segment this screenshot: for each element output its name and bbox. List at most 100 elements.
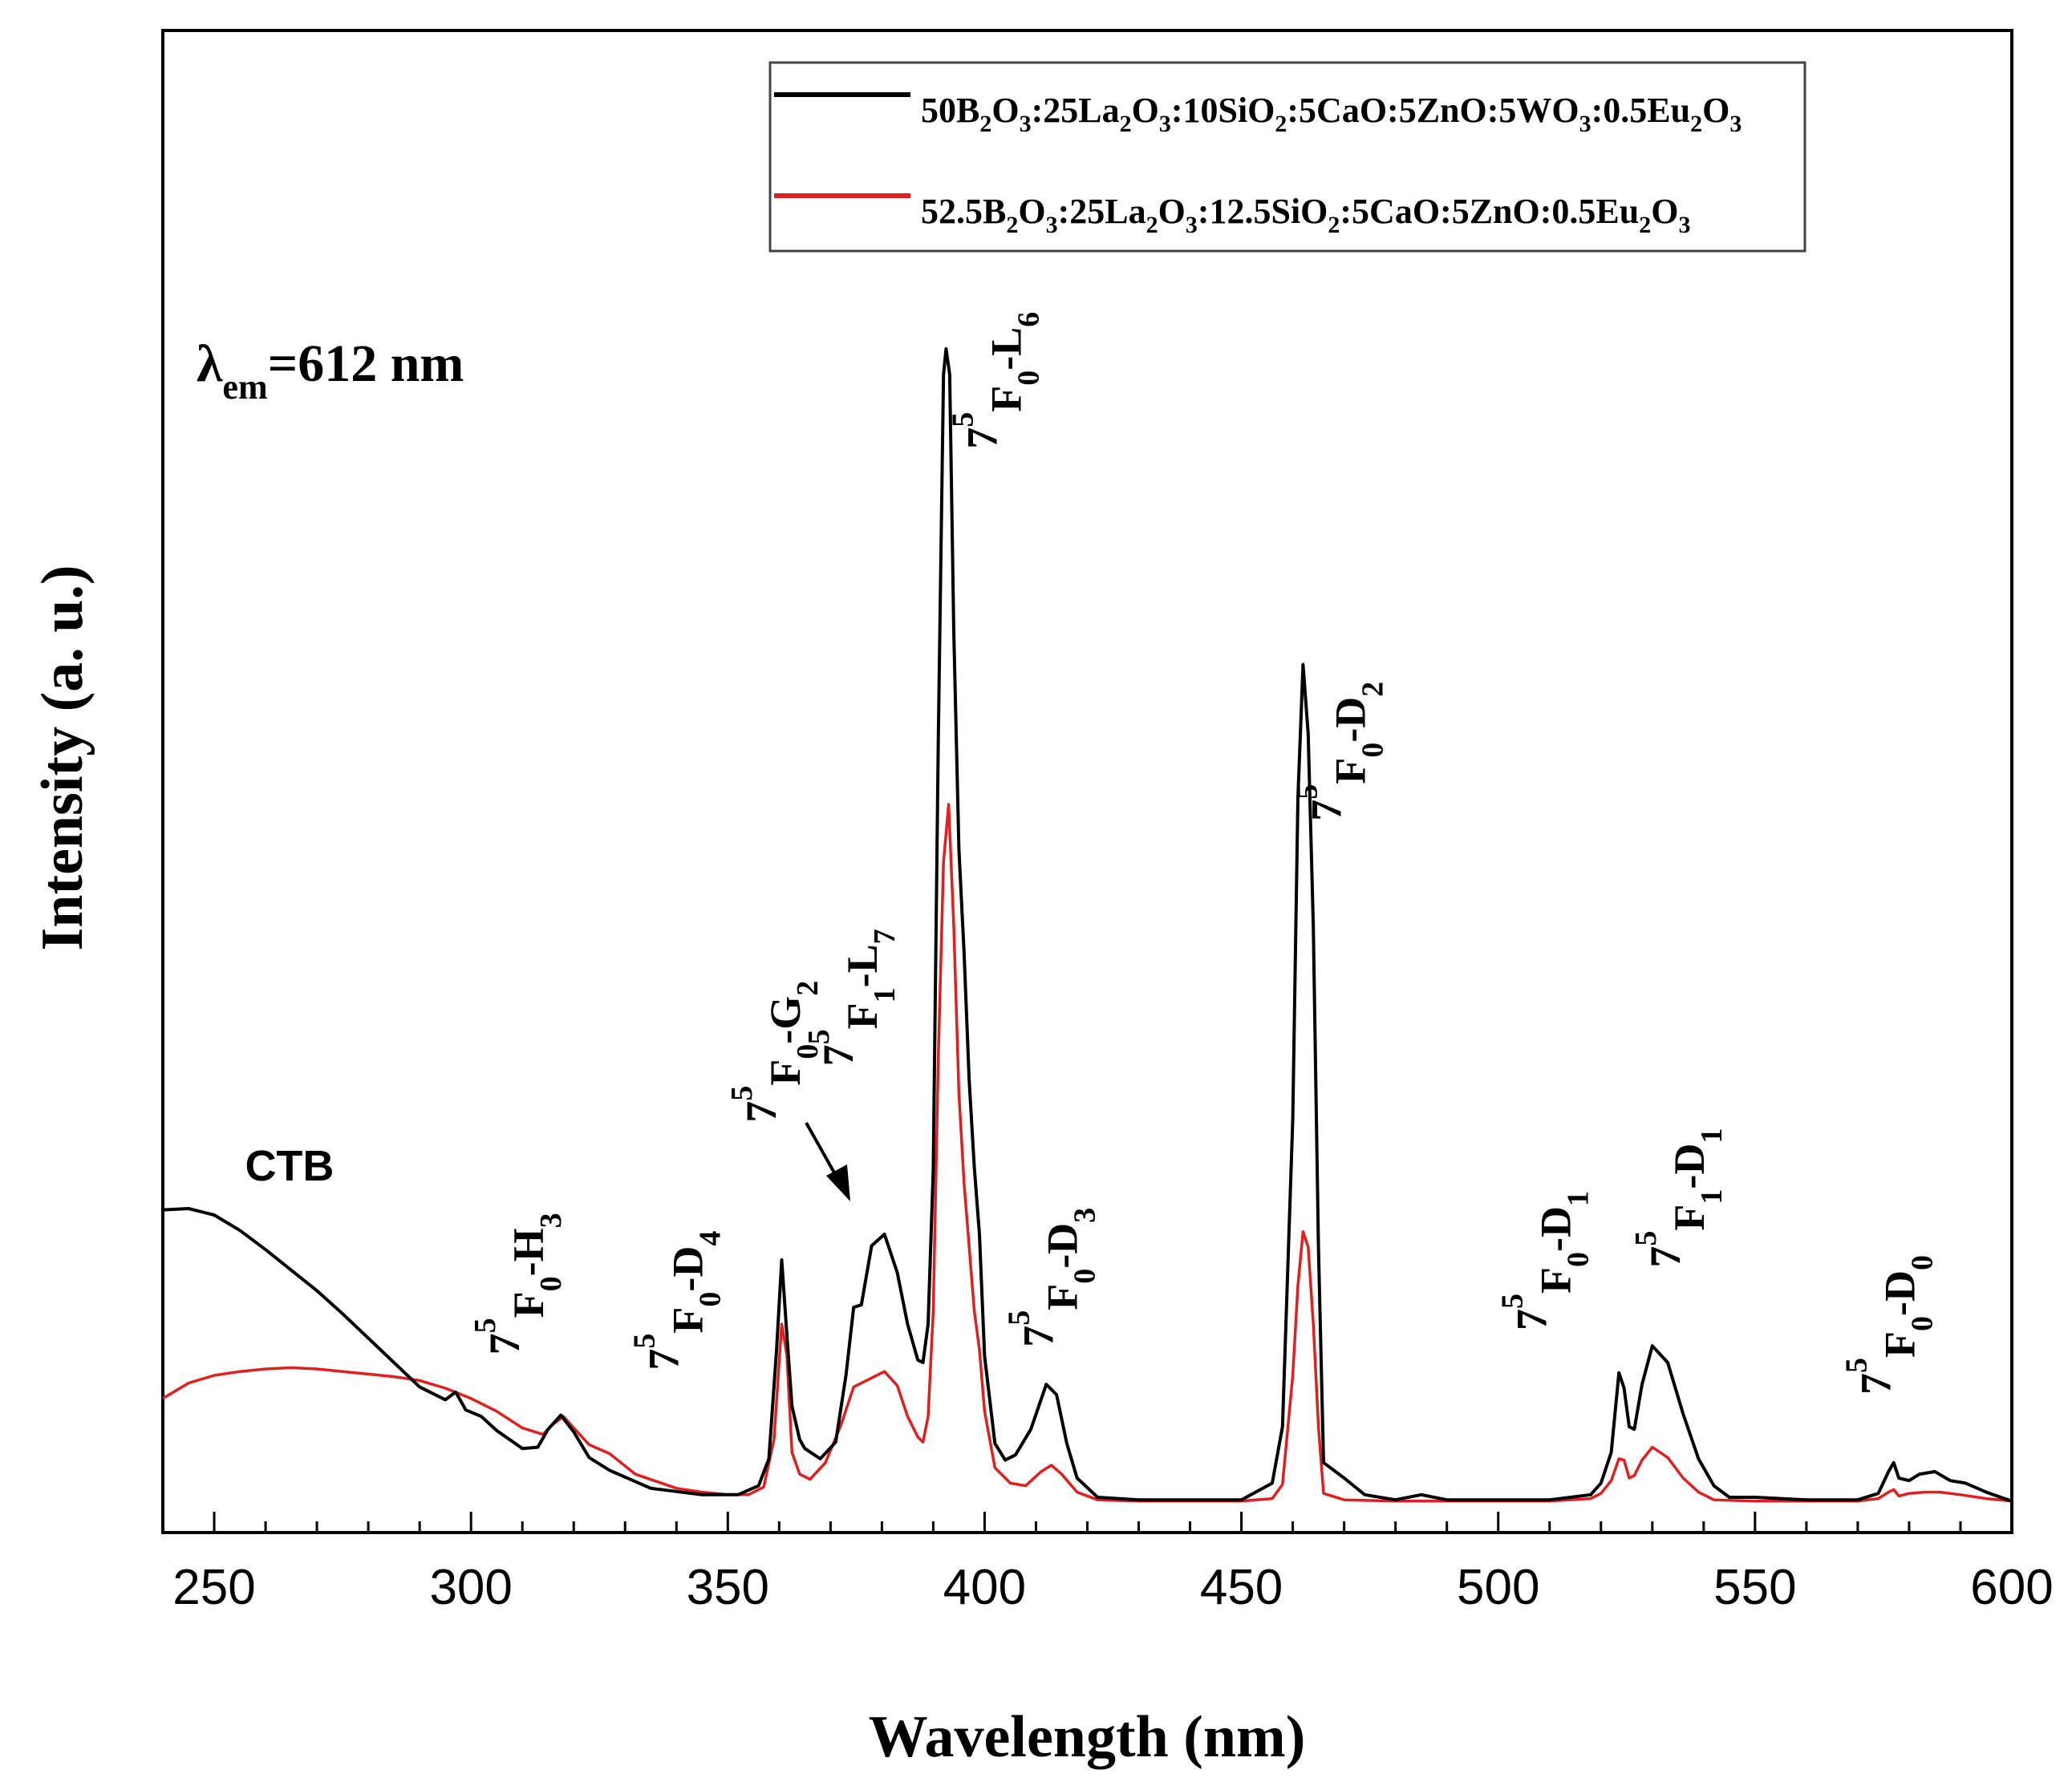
annotation-text-part: 7 <box>814 1044 862 1066</box>
legend-text-part: 50B <box>921 91 979 130</box>
annotation-text-part: 4 <box>693 1231 727 1246</box>
annotation-g2: 75F0-G2 <box>725 981 825 1123</box>
annotation-text-part: 7 <box>639 1349 687 1371</box>
legend: 50B2O3:25La2O3:10SiO2:5CaO:5ZnO:5WO3:0.5… <box>768 61 1806 253</box>
legend-text-part: 3 <box>1729 111 1742 137</box>
legend-text-part: 3 <box>1159 111 1171 137</box>
legend-text-part: 3 <box>1046 212 1058 238</box>
annotation-text-part: 0 <box>1561 1252 1595 1267</box>
annotation-text-part: - <box>982 356 1030 371</box>
legend-text-part: 2 <box>1328 212 1340 238</box>
legend-text-part: O <box>991 91 1019 130</box>
legend-text-part: 2 <box>1006 212 1018 238</box>
annotation-text-part: 0 <box>1068 1269 1102 1284</box>
legend-text-part: O <box>1018 192 1045 231</box>
annotation-text-part: 5 <box>1003 1310 1036 1326</box>
annotation-text-part: 7 <box>958 427 1006 449</box>
annotation-text-part: 5 <box>468 1318 502 1333</box>
series-line-red <box>162 803 2013 1503</box>
legend-box <box>768 61 1806 253</box>
annotation-text-part: F <box>1875 1331 1924 1358</box>
annotation-text-part: 7 <box>1302 800 1350 821</box>
annotation-text-part: D <box>1531 1206 1579 1237</box>
annotation-text-part: L <box>982 327 1030 356</box>
annotation-text-part: 0 <box>1905 1316 1939 1331</box>
y-axis-label: Intensity (a. u.) <box>30 565 95 950</box>
annotation-text-part: F <box>1326 758 1374 784</box>
annotation-text-part: D <box>1665 1144 1713 1175</box>
legend-text-part: O <box>1132 91 1159 130</box>
annotation-text-part: 7 <box>480 1333 529 1355</box>
annotation-text-part: 0 <box>1012 371 1045 386</box>
legend-text-part: 2 <box>1120 111 1132 137</box>
annotation-text-part: L <box>838 944 886 973</box>
annotation-text-part: 2 <box>1356 682 1389 697</box>
annotation-d1b: 75F1-D1 <box>1629 1128 1729 1268</box>
annotation-text-part: - <box>505 1262 553 1276</box>
legend-text-part: 2 <box>1275 111 1287 137</box>
legend-text-part: O <box>1702 91 1729 130</box>
legend-text-part: :5CaO:5ZnO:0.5Eu <box>1340 192 1639 231</box>
legend-text-part: :12.5SiO <box>1198 192 1328 231</box>
annotation-text-part: - <box>838 973 886 987</box>
annotation-text-part: - <box>1665 1175 1713 1189</box>
legend-text-part: O <box>1158 192 1186 231</box>
annotation-text-part: F <box>663 1307 712 1334</box>
annotation-text-part: F <box>1531 1267 1579 1294</box>
annotation-text-part: 1 <box>1561 1191 1595 1206</box>
annotation-h3: 75F0-H3 <box>468 1213 568 1355</box>
annotation-text-part: 5 <box>946 412 979 427</box>
series-layer <box>162 347 2013 1503</box>
annotation-text-part: - <box>1875 1302 1924 1316</box>
annotation-text-part: D <box>1875 1270 1924 1302</box>
annotation-d4: 75F0-D4 <box>627 1231 727 1371</box>
annotation-text-part: G <box>761 996 809 1030</box>
annotation-l6: 75F0-L6 <box>946 312 1045 449</box>
annotation-text-part: 5 <box>1495 1294 1529 1309</box>
annotation-text-part: 1 <box>1695 1128 1729 1144</box>
annotation-text-part: 3 <box>534 1213 568 1228</box>
series-line-black <box>162 347 2013 1503</box>
annotation-d3: 75F0-D3 <box>1003 1208 1102 1347</box>
annotation-text-part: H <box>505 1228 553 1262</box>
annotation-d0: 75F0-D0 <box>1839 1255 1939 1395</box>
legend-text-part: 2 <box>1639 212 1651 238</box>
annotation-text-part: F <box>838 1002 886 1029</box>
x-axis-label: Wavelength (nm) <box>869 1704 1306 1770</box>
annotation-text-part: F <box>982 386 1030 412</box>
annotation-text-part: - <box>1326 728 1374 743</box>
x-tick-label: 250 <box>172 1560 255 1615</box>
annotation-d1a: 75F0-D1 <box>1495 1191 1595 1330</box>
x-tick-label: 450 <box>1200 1560 1283 1615</box>
legend-text-part: 3 <box>1678 212 1690 238</box>
annotation-text-part: F <box>1665 1205 1713 1231</box>
x-tick-label: 350 <box>687 1560 769 1615</box>
annotation-d2: 75F0-D2 <box>1290 682 1389 821</box>
annotation-text-part: F <box>1039 1284 1087 1310</box>
legend-text-part: :25La <box>1058 192 1146 231</box>
annotation-text-part: 5 <box>627 1334 661 1349</box>
annotation-text-part: 7 <box>1015 1326 1063 1347</box>
x-tick-label: 300 <box>429 1560 512 1615</box>
annotation-text-part: 5 <box>725 1086 759 1101</box>
annotation-text-part: - <box>663 1278 712 1292</box>
legend-text-part: 3 <box>1186 212 1198 238</box>
x-tick-label: 400 <box>943 1560 1026 1615</box>
annotation-text-part: 2 <box>791 981 825 996</box>
annotation-text-part: 0 <box>534 1276 568 1291</box>
annotation-text-part: - <box>1039 1254 1087 1269</box>
annotation-text-part: 5 <box>1839 1358 1873 1373</box>
x-tick-label: 600 <box>1970 1560 2053 1615</box>
annotation-text-part: 7 <box>1507 1309 1555 1330</box>
legend-text-part: :5CaO:5ZnO:5WO <box>1287 91 1579 130</box>
annotation-text-part: 7 <box>868 929 902 944</box>
legend-text-part: 2 <box>1690 111 1702 137</box>
annotation-text-part: 7 <box>1851 1373 1900 1395</box>
legend-text-part: 52.5B <box>921 192 1006 231</box>
annotation-text-part: 1 <box>1695 1189 1729 1205</box>
annotation-text-part: 1 <box>868 987 902 1002</box>
annotation-text-part: - <box>761 1030 809 1044</box>
annotation-text-part: 6 <box>1012 312 1045 327</box>
plot-frame <box>161 29 2013 1534</box>
